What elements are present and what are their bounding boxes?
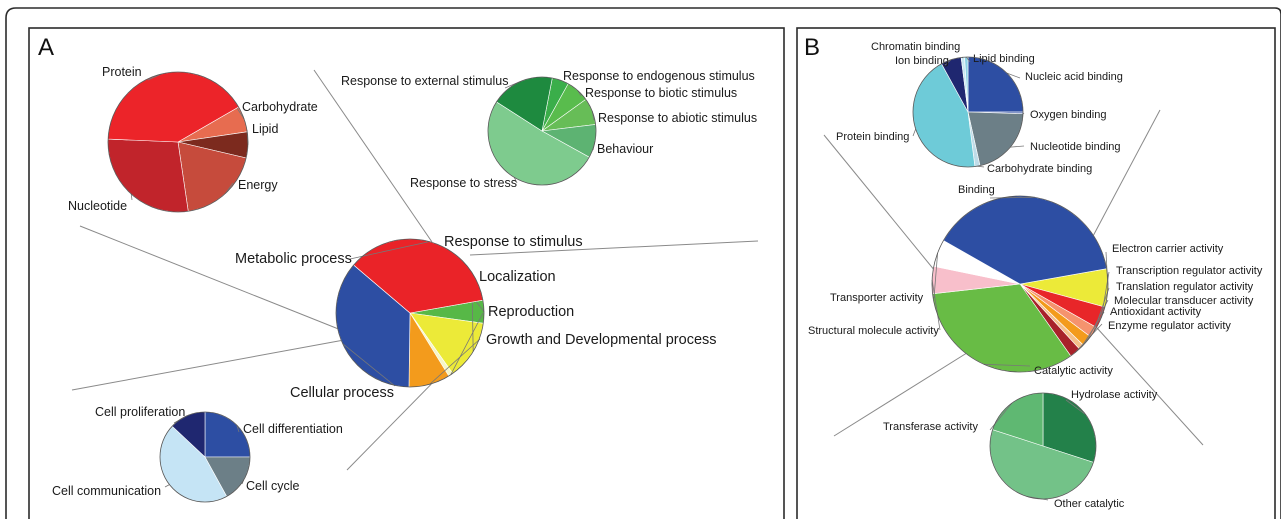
- connector-binding-right: [1091, 109, 1161, 239]
- pie-a-cellular: Cell differentiation Cell cycle Cell commu…: [52, 405, 343, 503]
- label-carbohydrate-binding: Carbohydrate binding: [987, 163, 1092, 175]
- connector-catalytic-left: [833, 345, 979, 437]
- label-protein-binding: Protein binding: [836, 131, 909, 143]
- pie-outline-a-stimulus: [487, 76, 597, 186]
- label-nucleotide-binding: Nucleotide binding: [1030, 141, 1121, 153]
- leader-structural-molecule-activity: [931, 279, 941, 331]
- leader-cell-communication: [164, 484, 170, 488]
- pie-a-stimulus: Response to endogenous stimulus Response …: [341, 69, 757, 190]
- connector-metabolic-upper: [79, 225, 347, 333]
- leader-lipid-binding: [965, 56, 971, 63]
- label-oxygen-binding: Oxygen binding: [1030, 109, 1106, 121]
- leader-enzyme-regulator-activity: [1074, 323, 1103, 353]
- leader-ion-binding: [943, 59, 952, 67]
- label-transporter-activity: Transporter activity: [830, 292, 924, 304]
- leader-transporter-activity: [933, 252, 938, 299]
- pie-b-main: Electron carrier activity Transcription r…: [808, 184, 1263, 377]
- leader-antioxidant-activity: [1081, 311, 1105, 348]
- connector-metabolic-lower: [71, 339, 345, 391]
- label-reproduction: Reproduction: [488, 304, 574, 320]
- label-chromatin-binding: Chromatin binding: [871, 41, 960, 53]
- panel-b-letter: B: [804, 34, 820, 61]
- pie-outline-b-catalytic: [989, 392, 1097, 500]
- connector-binding-left: [823, 134, 945, 283]
- label-ion-binding: Ion binding: [895, 55, 949, 67]
- label-energy: Energy: [238, 178, 278, 192]
- label-cellular-process: Cellular process: [290, 385, 394, 401]
- leader-protein-binding: [912, 128, 917, 137]
- label-cell-cycle: Cell cycle: [246, 479, 300, 493]
- label-lipid-binding: Lipid binding: [973, 53, 1035, 65]
- label-localization: Localization: [479, 269, 556, 285]
- leader-molecular-transducer-activity: [1086, 299, 1109, 342]
- connector-catalytic-right: [1087, 317, 1204, 446]
- label-antioxidant-activity: Antioxidant activity: [1110, 306, 1202, 318]
- label-response-to-endogenous-stimulus: Response to endogenous stimulus: [563, 69, 755, 83]
- label-transferase-activity: Transferase activity: [883, 421, 978, 433]
- leader-hydrolase-activity: [1065, 399, 1087, 416]
- label-transcription-regulator-activity: Transcription regulator activity: [1116, 265, 1263, 277]
- leader-nucleotide: [130, 193, 133, 201]
- connector-stimulus-left: [313, 69, 433, 243]
- label-translation-regulator-activity: Translation regulator activity: [1116, 281, 1254, 293]
- leader-other-catalytic: [1026, 496, 1049, 501]
- pie-outline-a-main: [335, 238, 485, 388]
- pie-b-binding: Nucleic acid binding Oxygen binding Nucleo…: [836, 41, 1123, 175]
- leader-nucleotide-binding: [1010, 145, 1025, 148]
- leader-carbohydrate: [236, 107, 245, 120]
- pie-outline-a-metabolic: [107, 71, 249, 213]
- label-lipid: Lipid: [252, 122, 278, 136]
- leader-cellular-process: [342, 343, 396, 387]
- leader-response-to-stress: [513, 177, 518, 184]
- label-nucleotide: Nucleotide: [68, 199, 127, 213]
- label-behaviour: Behaviour: [597, 142, 653, 156]
- pie-outline-b-main: [931, 195, 1109, 373]
- leader-nucleic-acid-binding: [1006, 72, 1021, 79]
- label-cell-communication: Cell communication: [52, 484, 161, 498]
- pie-a-metabolic: Carbohydrate Lipid Energy Nucleotide Protein: [68, 65, 318, 213]
- label-growth-and-developmental-process: Growth and Developmental process: [486, 332, 717, 348]
- label-response-to-abiotic-stimulus: Response to abiotic stimulus: [598, 111, 757, 125]
- label-hydrolase-activity: Hydrolase activity: [1071, 389, 1158, 401]
- leader-catalytic-activity: [983, 363, 1031, 367]
- leader-energy: [225, 182, 234, 194]
- label-metabolic-process: Metabolic process: [235, 251, 352, 267]
- label-electron-carrier-activity: Electron carrier activity: [1112, 243, 1224, 255]
- leader-cell-differentiation: [236, 425, 240, 433]
- pie-a-main: Response to stimulus Localization Reproduc…: [235, 234, 717, 401]
- label-response-to-external-stimulus: Response to external stimulus: [341, 74, 508, 88]
- label-binding: Binding: [958, 184, 995, 196]
- pie-outline-b-binding: [912, 56, 1024, 168]
- pie-outline-a-cellular: [159, 411, 251, 503]
- label-cell-proliferation: Cell proliferation: [95, 405, 185, 419]
- label-response-to-stress: Response to stress: [410, 176, 517, 190]
- leader-reproduction: [450, 312, 484, 375]
- label-molecular-transducer-activity: Molecular transducer activity: [1114, 295, 1254, 307]
- leader-growth-and-developmental-process: [429, 338, 481, 385]
- label-nucleic-acid-binding: Nucleic acid binding: [1025, 71, 1123, 83]
- leader-binding: [989, 196, 1036, 199]
- pie-b-catalytic: Hydrolase activity Other catalytic Transfe…: [883, 389, 1158, 510]
- label-protein: Protein: [102, 65, 142, 79]
- panel-a-letter: A: [38, 34, 54, 61]
- label-structural-molecule-activity: Structural molecule activity: [808, 325, 939, 337]
- leader-transferase-activity: [989, 402, 1013, 431]
- connector-stimulus-right: [469, 240, 759, 256]
- label-response-to-stimulus: Response to stimulus: [444, 234, 583, 250]
- label-carbohydrate: Carbohydrate: [242, 100, 318, 114]
- label-cell-differentiation: Cell differentiation: [243, 422, 343, 436]
- label-response-to-biotic-stimulus: Response to biotic stimulus: [585, 86, 737, 100]
- label-other-catalytic: Other catalytic: [1054, 498, 1125, 510]
- leader-protein: [147, 73, 162, 81]
- label-enzyme-regulator-activity: Enzyme regulator activity: [1108, 320, 1231, 332]
- label-catalytic-activity: Catalytic activity: [1034, 365, 1113, 377]
